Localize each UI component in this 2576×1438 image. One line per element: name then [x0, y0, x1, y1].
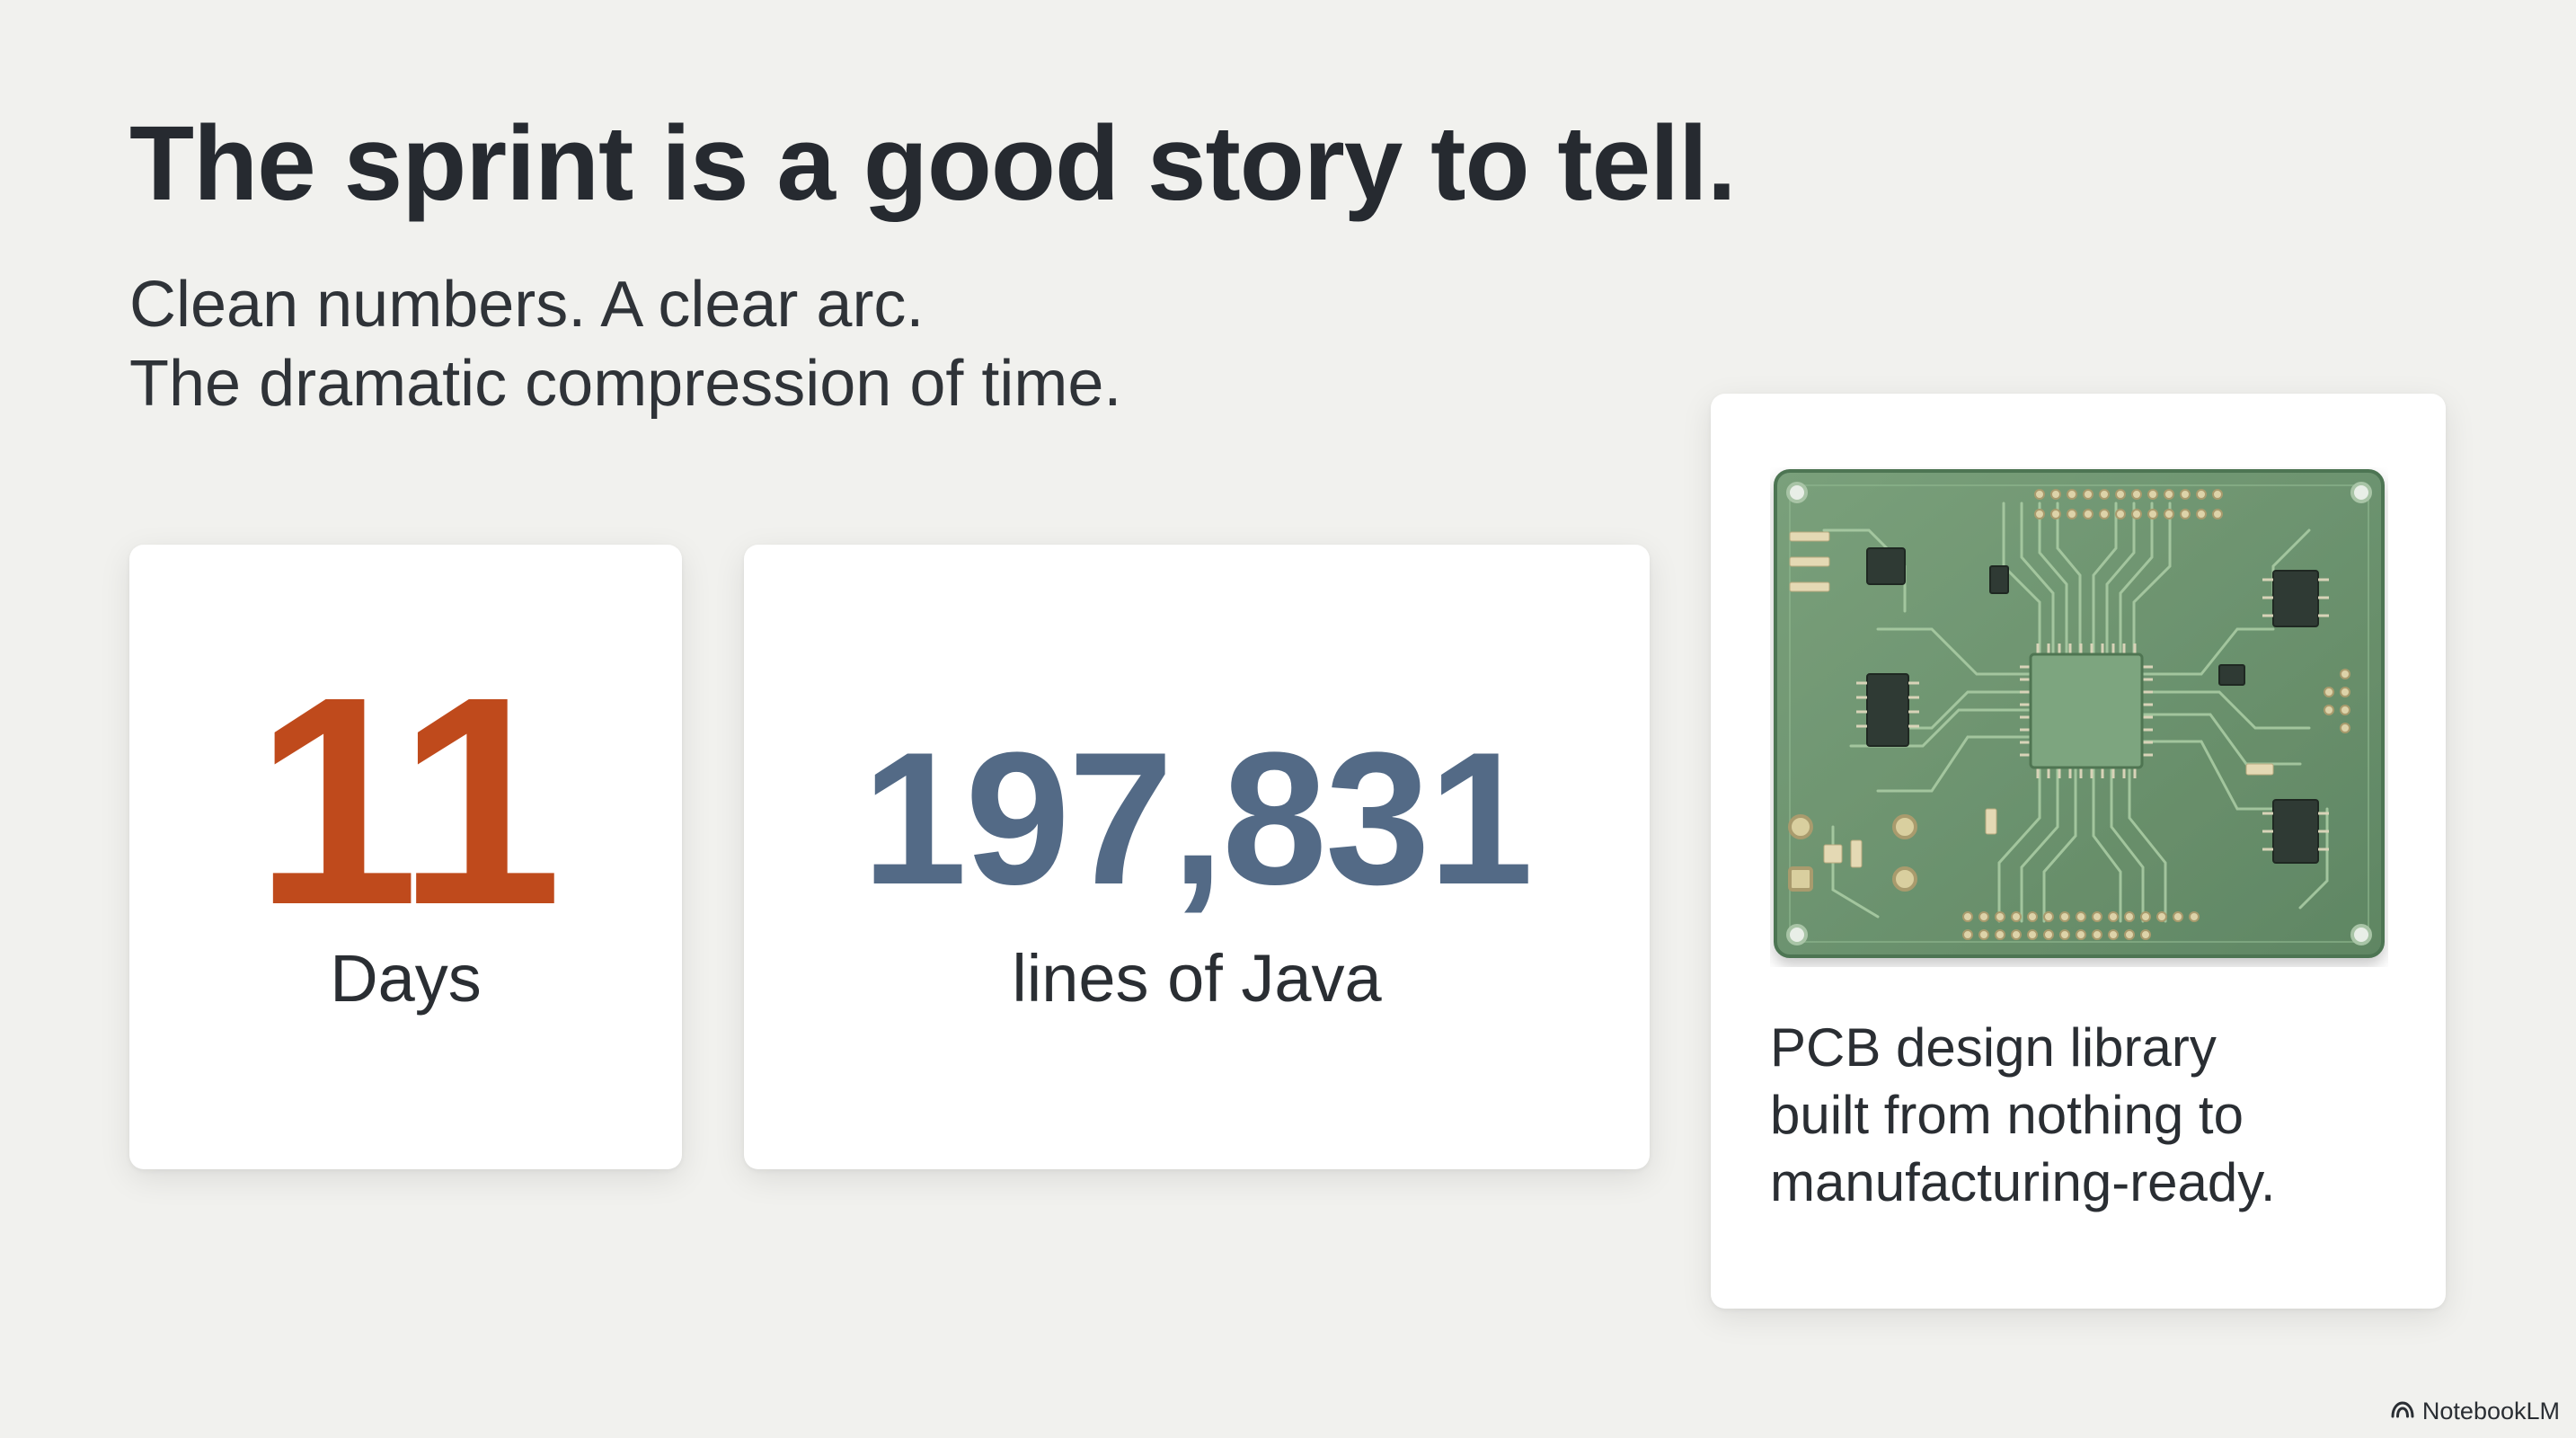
pcb-card: PCB design library built from nothing to…	[1711, 394, 2446, 1309]
subtitle-line: Clean numbers. A clear arc.	[129, 269, 925, 341]
notebooklm-logo-icon	[2390, 1398, 2415, 1425]
pcb-caption: PCB design library built from nothing to…	[1770, 1014, 2417, 1216]
lines-label: lines of Java	[1012, 941, 1382, 1016]
slide-subtitle: Clean numbers. A clear arc. The dramatic…	[129, 265, 1121, 423]
days-value: 11	[254, 635, 562, 966]
lines-value: 197,831	[862, 713, 1533, 924]
notebooklm-brand: NotebookLM	[2390, 1398, 2560, 1425]
caption-line: PCB design library	[1770, 1017, 2217, 1078]
days-stat-card: 11 Days	[129, 545, 682, 1169]
circuit-board-image	[1770, 467, 2388, 967]
days-label: Days	[330, 941, 482, 1016]
lines-stat-card: 197,831 lines of Java	[744, 545, 1650, 1169]
slide-title: The sprint is a good story to tell.	[129, 104, 1737, 223]
caption-line: manufacturing-ready.	[1770, 1152, 2276, 1212]
subtitle-line: The dramatic compression of time.	[129, 348, 1122, 420]
brand-label: NotebookLM	[2421, 1398, 2560, 1425]
caption-line: built from nothing to	[1770, 1085, 2244, 1145]
